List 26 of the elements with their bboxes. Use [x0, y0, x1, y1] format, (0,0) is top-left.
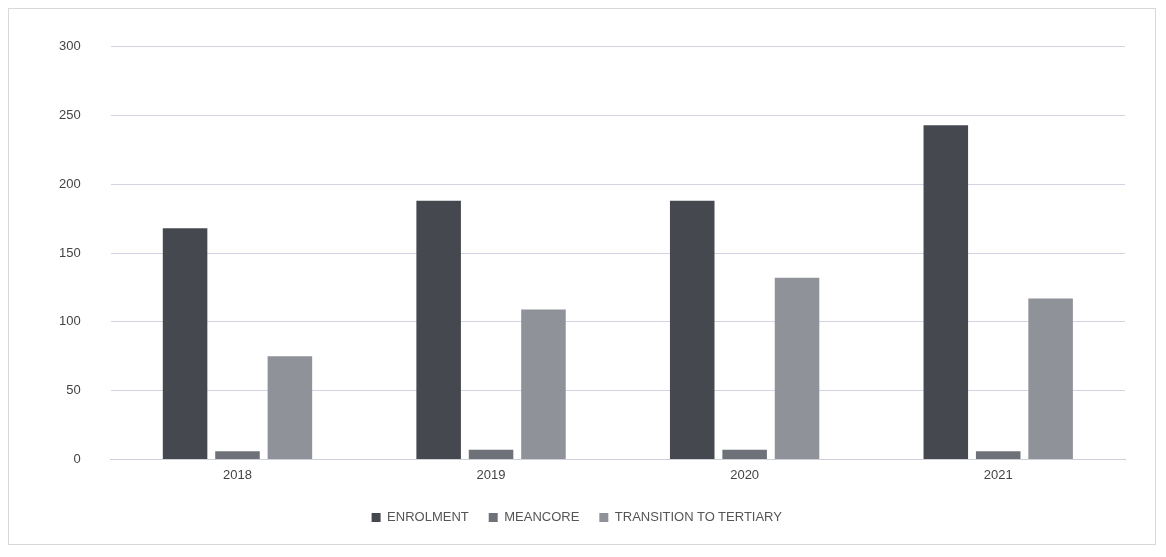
bar — [521, 309, 566, 459]
bar — [215, 451, 260, 459]
bar — [468, 449, 514, 459]
x-tick-label: 2019 — [476, 466, 506, 482]
legend-label: MEANCORE — [504, 509, 580, 525]
x-tick-label: 2021 — [983, 466, 1013, 482]
bar — [669, 200, 715, 459]
y-tick-label: 200 — [58, 175, 81, 191]
y-tick-label: 100 — [58, 313, 81, 329]
bar — [774, 277, 820, 459]
y-tick-label: 50 — [66, 382, 81, 398]
y-tick-label: 300 — [58, 38, 81, 54]
y-tick-label: 150 — [58, 244, 81, 260]
y-tick-label: 0 — [73, 450, 81, 466]
bar — [1028, 298, 1073, 459]
bar — [722, 449, 767, 459]
legend-label: TRANSITION TO TERTIARY — [614, 509, 783, 525]
x-tick-label: 2020 — [730, 466, 760, 482]
bar — [416, 200, 461, 459]
bar — [975, 451, 1021, 459]
y-tick-label: 250 — [58, 107, 81, 123]
legend-label: ENROLMENT — [387, 509, 469, 525]
bar — [267, 356, 313, 459]
bar — [162, 228, 208, 459]
bar — [923, 125, 969, 459]
x-tick-label: 2018 — [223, 466, 252, 482]
